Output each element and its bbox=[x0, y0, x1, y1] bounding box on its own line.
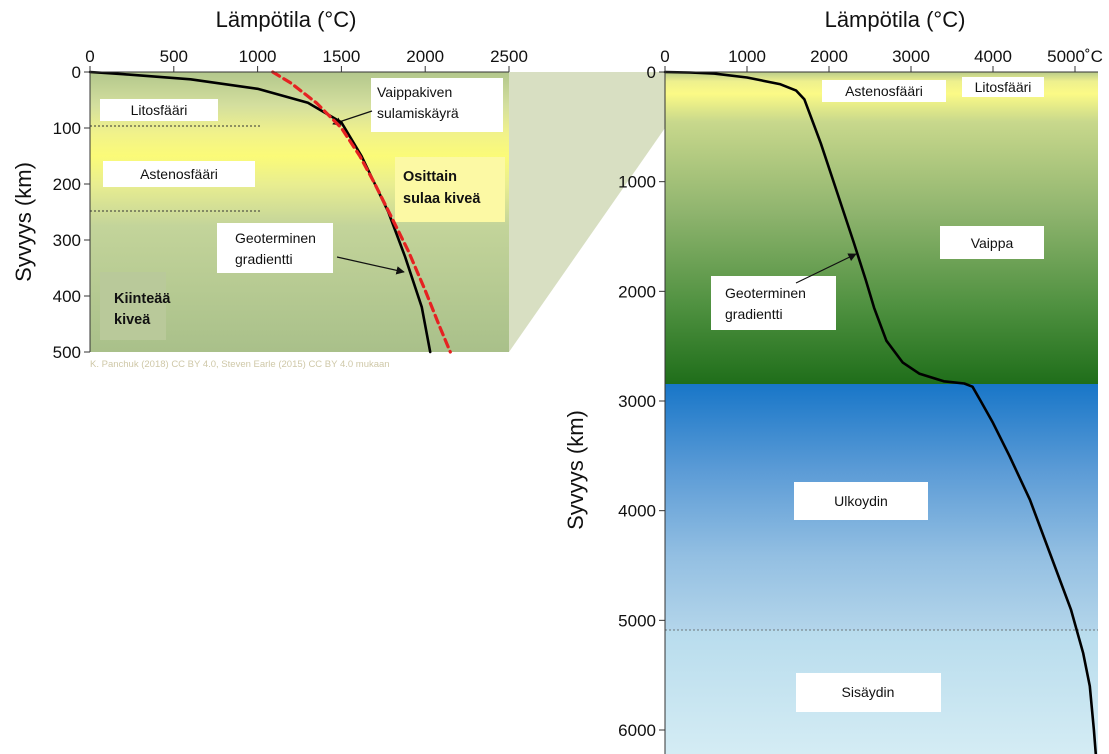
solid-rock-box bbox=[100, 272, 166, 340]
right-asthenosphere-label: Astenosfääri bbox=[845, 83, 923, 99]
right-series-0-line bbox=[663, 70, 1098, 754]
partial-melt-box bbox=[395, 157, 505, 222]
right-x-tick-label-0: 0 bbox=[660, 47, 669, 66]
right-x-tick-label-5: 5000˚C bbox=[1047, 47, 1103, 66]
solid-rock-label-1: Kiinteää bbox=[114, 291, 171, 307]
right-y-tick-label-5: 5000 bbox=[618, 611, 656, 630]
gradient-label-left-2: gradientti bbox=[235, 251, 293, 267]
left-y-tick-label-3: 300 bbox=[53, 231, 81, 250]
right-y-axis-title: Syvyys (km) bbox=[563, 410, 588, 530]
mantle-label-box bbox=[940, 226, 1044, 259]
left-series-1-line bbox=[271, 70, 452, 354]
left-series-0-line bbox=[88, 70, 432, 354]
left-x-tick-label-3: 1500 bbox=[322, 47, 360, 66]
left-series-group bbox=[88, 70, 452, 354]
left-ticks-group: 0 500 1000 1500 2000 2500 0 100 200 300 400 500 bbox=[53, 47, 528, 362]
asthenosphere-label: Astenosfääri bbox=[140, 166, 218, 182]
right-lithosphere-label: Litosfääri bbox=[975, 79, 1032, 95]
left-x-tick-label-5: 2500 bbox=[490, 47, 528, 66]
left-x-tick-label-4: 2000 bbox=[406, 47, 444, 66]
right-asthenosphere-label-box bbox=[822, 80, 946, 102]
melting-curve-label-1: Vaippakiven bbox=[377, 84, 452, 100]
right-y-tick-label-1: 1000 bbox=[618, 173, 656, 192]
lithosphere-label: Litosfääri bbox=[131, 102, 188, 118]
inner-core-label: Sisäydin bbox=[842, 684, 895, 700]
outer-core-label-box bbox=[794, 482, 928, 520]
left-y-tick-label-0: 0 bbox=[72, 63, 81, 82]
right-x-tick-label-1: 1000 bbox=[728, 47, 766, 66]
mantle-label: Vaippa bbox=[971, 235, 1014, 251]
gradient-label-box-right bbox=[711, 276, 836, 330]
right-x-tick-label-3: 3000 bbox=[892, 47, 930, 66]
melting-curve-label-2: sulamiskäyrä bbox=[377, 105, 459, 121]
right-y-tick-label-6: 6000 bbox=[618, 721, 656, 740]
inner-core-label-box bbox=[796, 673, 941, 712]
gradient-arrow-left bbox=[336, 256, 405, 275]
credit-text: K. Panchuk (2018) CC BY 4.0, Steven Earl… bbox=[90, 359, 390, 370]
right-y-tick-label-2: 2000 bbox=[618, 282, 656, 301]
left-x-axis-title: Lämpötila (°C) bbox=[216, 7, 357, 32]
left-y-tick-label-2: 200 bbox=[53, 175, 81, 194]
right-lithosphere-label-box bbox=[962, 77, 1044, 97]
left-y-axis-title: Syvyys (km) bbox=[11, 162, 36, 282]
right-series-group bbox=[663, 70, 1098, 754]
right-x-tick-label-4: 4000 bbox=[974, 47, 1012, 66]
left-y-tick-label-1: 100 bbox=[53, 119, 81, 138]
outer-core-label: Ulkoydin bbox=[834, 493, 888, 509]
left-x-tick-label-2: 1000 bbox=[239, 47, 277, 66]
gradient-arrow-right bbox=[795, 253, 857, 284]
right-y-tick-label-0: 0 bbox=[647, 63, 656, 82]
left-x-tick-label-1: 500 bbox=[160, 47, 188, 66]
right-y-tick-label-3: 3000 bbox=[618, 392, 656, 411]
gradient-label-box-left bbox=[217, 223, 333, 273]
partial-melt-label-1: Osittain bbox=[403, 169, 457, 185]
melting-curve-label-box bbox=[371, 78, 503, 132]
gradient-label-right-2: gradientti bbox=[725, 306, 783, 322]
left-y-tick-label-4: 400 bbox=[53, 287, 81, 306]
right-x-tick-label-2: 2000 bbox=[810, 47, 848, 66]
partial-melt-label-2: sulaa kiveä bbox=[403, 191, 481, 207]
gradient-label-right-1: Geoterminen bbox=[725, 285, 806, 301]
gradient-label-left-1: Geoterminen bbox=[235, 230, 316, 246]
zoom-connector bbox=[509, 72, 665, 352]
solid-rock-label-2: kiveä bbox=[114, 312, 151, 328]
right-ticks-group: 0 1000 2000 3000 4000 5000˚C 0 1000 2000 3000 4000… bbox=[618, 47, 1103, 740]
right-x-axis-title: Lämpötila (°C) bbox=[825, 7, 966, 32]
lithosphere-label-box bbox=[100, 99, 218, 121]
left-y-tick-label-5: 500 bbox=[53, 343, 81, 362]
right-y-tick-label-4: 4000 bbox=[618, 502, 656, 521]
left-x-tick-label-0: 0 bbox=[85, 47, 94, 66]
asthenosphere-label-box bbox=[103, 161, 255, 187]
